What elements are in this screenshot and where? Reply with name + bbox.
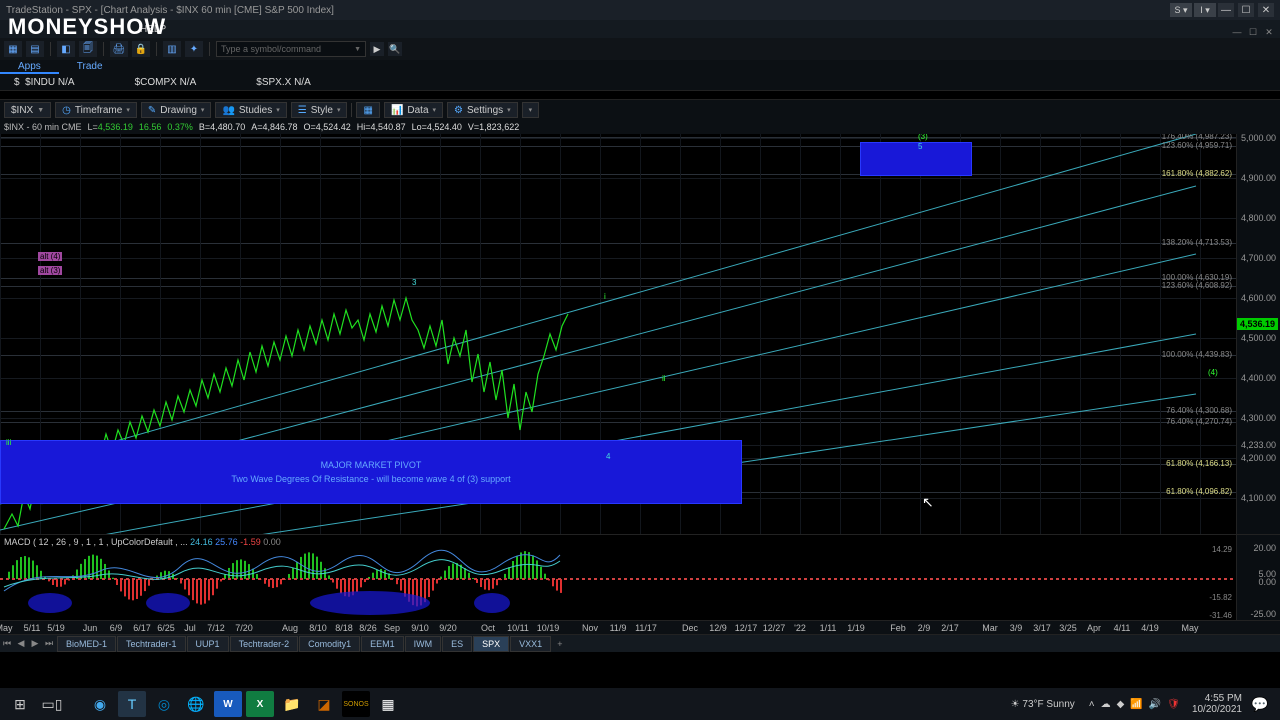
- toolbar-icon-2[interactable]: ▤: [26, 41, 44, 57]
- ws-nav-first[interactable]: ⏮: [0, 637, 14, 651]
- settings-select[interactable]: ⚙Settings▾: [447, 102, 518, 118]
- go-button[interactable]: ▶: [370, 42, 384, 56]
- tray-icon-1[interactable]: ◆: [1117, 699, 1125, 710]
- maximize-button[interactable]: ☐: [1238, 3, 1254, 17]
- ticker-bar: $ $INDU N/A $COMPX N/A $SPX.X N/A: [0, 74, 1280, 90]
- timeframe-select[interactable]: ◷Timeframe▾: [55, 102, 137, 118]
- symbol-select[interactable]: $INX▼: [4, 102, 51, 118]
- volume-icon[interactable]: 🔊: [1149, 699, 1161, 710]
- time-axis: May5/115/19Jun6/96/176/25Jul7/127/20Aug8…: [0, 620, 1280, 634]
- toolbar-icon-6[interactable]: ▥: [163, 41, 181, 57]
- workspace-tabs: ⏮ ◀ ▶ ⏭ BioMED-1Techtrader-1UUP1Techtrad…: [0, 634, 1280, 652]
- system-tray[interactable]: ˄ ☁ ◆ 📶 🔊 🛡: [1089, 699, 1180, 710]
- workspace-tab[interactable]: VXX1: [510, 636, 551, 652]
- toolbar-extra-1[interactable]: ▦: [356, 102, 379, 118]
- workspace-tab[interactable]: EEM1: [361, 636, 404, 652]
- s-dropdown[interactable]: S ▾: [1170, 3, 1192, 17]
- task-view-icon[interactable]: ▭▯: [38, 691, 66, 717]
- ticker-indu[interactable]: $ $INDU N/A: [14, 77, 75, 88]
- wifi-icon[interactable]: 📶: [1130, 699, 1142, 710]
- workspace-tab[interactable]: BioMED-1: [57, 636, 116, 652]
- symbol-input[interactable]: Type a symbol/command ▼: [216, 41, 366, 57]
- status-line: $INX - 60 min CME L=4,536.19 16.56 0.37%…: [0, 120, 1280, 134]
- i-dropdown[interactable]: I ▾: [1194, 3, 1216, 17]
- drawing-select[interactable]: ✎Drawing▾: [141, 102, 212, 118]
- studies-select[interactable]: 👥Studies▾: [215, 102, 286, 118]
- cloud-icon[interactable]: ☁: [1101, 699, 1111, 710]
- titlebar: TradeStation - SPX - [Chart Analysis - $…: [0, 0, 1280, 20]
- lock-icon[interactable]: 🔒: [132, 41, 150, 57]
- divider: [0, 90, 1280, 100]
- search-icon[interactable]: 🔍: [388, 42, 402, 56]
- workspace-tab[interactable]: Comodity1: [299, 636, 360, 652]
- toolbar-icon-4[interactable]: 🗐: [79, 41, 97, 57]
- inner-maximize[interactable]: ☐: [1246, 26, 1260, 38]
- more-select[interactable]: ▾: [522, 102, 540, 118]
- app-icon-generic1[interactable]: ◪: [310, 691, 338, 717]
- inner-minimize[interactable]: —: [1230, 26, 1244, 38]
- app-icon-sonos[interactable]: SONOS: [342, 691, 370, 717]
- tray-icon-2[interactable]: 🛡: [1167, 699, 1180, 710]
- toolbar-icon-1[interactable]: ▦: [4, 41, 22, 57]
- tab-apps[interactable]: Apps: [0, 59, 59, 74]
- ticker-compx[interactable]: $COMPX N/A: [135, 77, 197, 88]
- app-icon-chrome[interactable]: 🌐: [182, 691, 210, 717]
- chart-toolbar: $INX▼ ◷Timeframe▾ ✎Drawing▾ 👥Studies▾ ☰S…: [0, 100, 1280, 120]
- workspace-tab[interactable]: ES: [442, 636, 472, 652]
- workspace-tab[interactable]: Techtrader-2: [230, 636, 299, 652]
- toolbar-icon-7[interactable]: ✦: [185, 41, 203, 57]
- ws-nav-prev[interactable]: ◀: [14, 637, 28, 651]
- close-button[interactable]: ✕: [1258, 3, 1274, 17]
- ws-add[interactable]: +: [551, 637, 568, 651]
- main-toolbar: ▦ ▤ ◧ 🗐 🖨 🔒 ▥ ✦ Type a symbol/command ▼ …: [0, 38, 1280, 60]
- tab-trade[interactable]: Trade: [59, 59, 121, 74]
- ticker-spx[interactable]: $SPX.X N/A: [256, 77, 310, 88]
- taskbar: ⊞ ▭▯ ◉ T ◎ 🌐 W X 📁 ◪ SONOS ▦ ☀ 73°F Sunn…: [0, 688, 1280, 720]
- toolbar-icon-3[interactable]: ◧: [57, 41, 75, 57]
- start-button[interactable]: ⊞: [6, 691, 34, 717]
- inner-close[interactable]: ✕: [1262, 26, 1276, 38]
- notifications-icon[interactable]: 💬: [1246, 691, 1274, 717]
- price-chart[interactable]: MAJOR MARKET PIVOTTwo Wave Degrees Of Re…: [0, 134, 1280, 534]
- mode-tabs: Apps Trade: [0, 60, 1280, 74]
- tray-up-icon[interactable]: ˄: [1089, 699, 1095, 710]
- app-icon-edge[interactable]: ◎: [150, 691, 178, 717]
- macd-panel[interactable]: MACD ( 12 , 26 , 9 , 1 , 1 , UpColorDefa…: [0, 534, 1280, 620]
- weather-widget[interactable]: ☀ 73°F Sunny: [1011, 699, 1075, 710]
- workspace-tab[interactable]: SPX: [473, 636, 509, 652]
- ws-nav-last[interactable]: ⏭: [42, 637, 56, 651]
- data-select[interactable]: 📊Data▾: [384, 102, 443, 118]
- minimize-button[interactable]: —: [1218, 3, 1234, 17]
- app-icon-folder[interactable]: 📁: [278, 691, 306, 717]
- workspace-tab[interactable]: UUP1: [187, 636, 229, 652]
- symbol-placeholder: Type a symbol/command: [221, 44, 321, 54]
- app-icon-word[interactable]: W: [214, 691, 242, 717]
- app-icon-1[interactable]: ◉: [86, 691, 114, 717]
- app-icon-generic2[interactable]: ▦: [374, 691, 402, 717]
- brand-overlay: MONEYSHOW: [8, 14, 166, 40]
- app-icon-excel[interactable]: X: [246, 691, 274, 717]
- clock[interactable]: 4:55 PM 10/20/2021: [1192, 693, 1242, 715]
- workspace-tab[interactable]: Techtrader-1: [117, 636, 186, 652]
- menubar: HELP: [0, 20, 1280, 38]
- ws-nav-next[interactable]: ▶: [28, 637, 42, 651]
- style-select[interactable]: ☰Style▾: [291, 102, 348, 118]
- workspace-tab[interactable]: IWM: [405, 636, 442, 652]
- toolbar-icon-5[interactable]: 🖨: [110, 41, 128, 57]
- app-icon-tradestation[interactable]: T: [118, 691, 146, 717]
